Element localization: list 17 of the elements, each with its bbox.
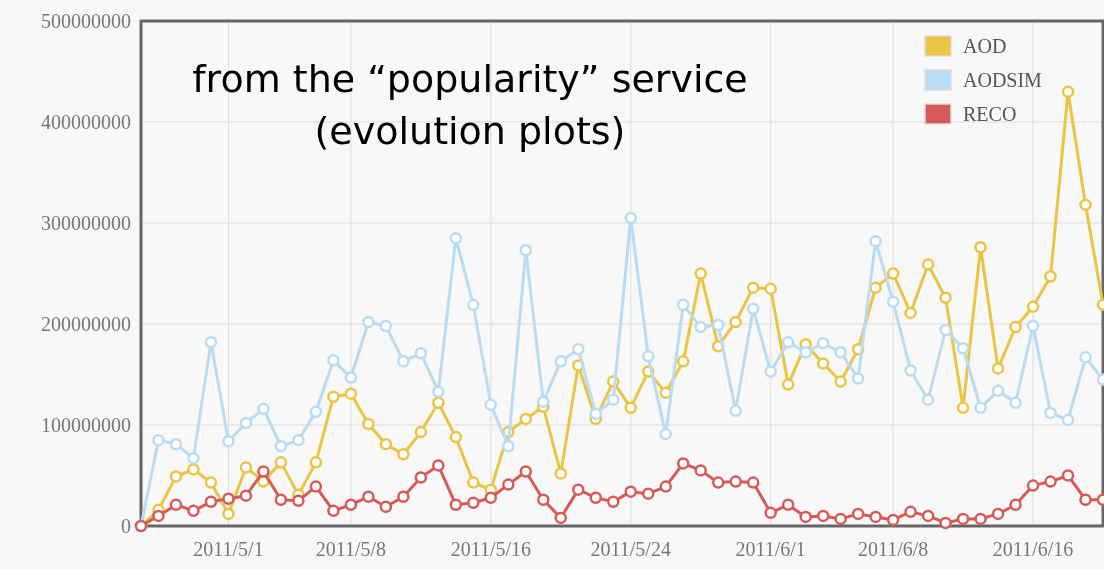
x-tick-label: 2011/5/24	[590, 538, 671, 560]
x-tick-label: 2011/6/8	[857, 538, 929, 560]
x-tick-label: 2011/5/8	[315, 538, 387, 560]
legend-label: AODSIM	[963, 69, 1043, 91]
y-tick-label: 0	[121, 515, 131, 537]
y-tick-label: 500000000	[41, 10, 131, 32]
text: from the “popularity” service (evolution plots)	[192, 57, 748, 153]
y-tick-label: 200000000	[41, 313, 131, 335]
y-tick-label: 300000000	[41, 212, 131, 234]
y-tick-label: 100000000	[41, 414, 131, 436]
y-tick-label: 400000000	[41, 111, 131, 133]
x-tick-label: 2011/6/16	[992, 538, 1074, 560]
legend-label: AOD	[963, 35, 1007, 57]
legend-label: RECO	[963, 103, 1017, 125]
x-tick-label: 2011/5/1	[193, 538, 264, 560]
x-tick-label: 2011/5/16	[450, 538, 532, 560]
x-tick-label: 2011/6/1	[735, 538, 806, 560]
